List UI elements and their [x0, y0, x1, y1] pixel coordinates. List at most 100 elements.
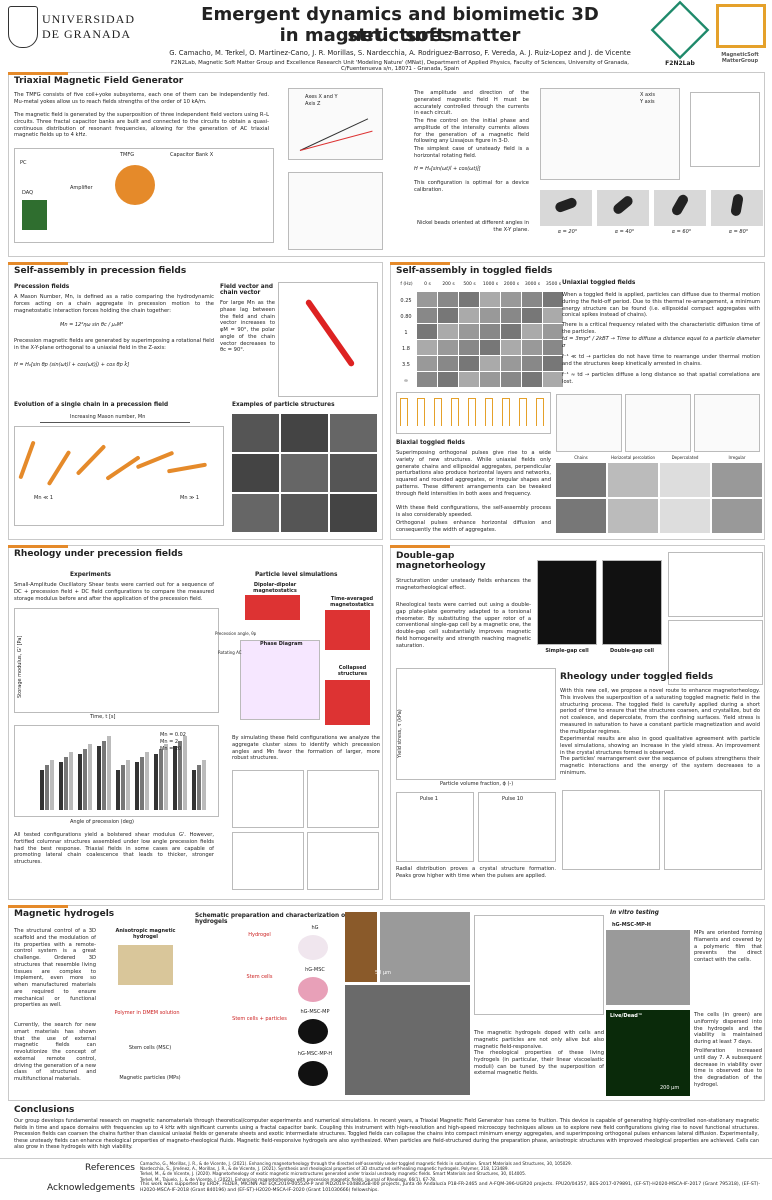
structure-image — [281, 454, 328, 492]
paragraph: Structuration under unsteady fields enha… — [396, 578, 531, 591]
sem-image — [380, 912, 470, 982]
paragraph: Currently, the search for new smart mate… — [14, 1022, 96, 1082]
table-image — [480, 308, 500, 323]
reference: Terkel, M., & de Vicente, J. (2020). Mag… — [140, 1171, 527, 1177]
table-image — [480, 324, 500, 339]
plot — [307, 770, 379, 828]
bar — [202, 760, 206, 810]
paragraph: The TMFG consists of five coil+yoke subs… — [14, 92, 269, 105]
sem-image — [345, 985, 470, 1095]
table-image — [543, 356, 563, 371]
table-image — [522, 356, 542, 371]
section-title: Conclusions — [14, 1105, 75, 1115]
table-image — [438, 324, 458, 339]
axis-label: Angle of precession (deg) — [70, 819, 134, 825]
table-image — [417, 308, 437, 323]
table-image — [438, 308, 458, 323]
pulse — [468, 398, 476, 426]
paragraph: With these field configurations, the sel… — [396, 505, 551, 518]
university-name: DE GRANADA — [42, 27, 131, 41]
pulse — [485, 398, 493, 426]
legend-label: Axis Z — [305, 101, 321, 107]
pulse — [451, 398, 459, 426]
field-diagram — [690, 92, 760, 167]
structure-image — [232, 494, 279, 532]
sample-label: hG-MSC-MP-H — [297, 1051, 333, 1057]
poster-title: Emergent dynamics and biomimetic 3D stru… — [201, 4, 599, 46]
structure-image — [556, 499, 606, 533]
sample-label: hG-MSC-MP — [300, 1009, 330, 1015]
bar — [154, 754, 158, 810]
chain-diagram — [278, 282, 378, 397]
bar — [59, 762, 63, 810]
label: Increasing Mason number, Mn — [70, 414, 146, 420]
pulse — [536, 398, 544, 426]
paragraph: The magnetic hydrogels doped with cells … — [474, 1030, 604, 1050]
label: Time-averaged magnetostatics — [330, 596, 374, 608]
bar — [102, 741, 106, 810]
table-image — [480, 356, 500, 371]
table-row-label: 1 — [404, 330, 408, 336]
table-image — [522, 292, 542, 307]
bar — [50, 760, 54, 810]
label: Collapsed structures — [337, 665, 368, 677]
plot — [625, 394, 691, 452]
paragraph: td = 3πησ³ / 2kBT → Time to diffuse a di… — [562, 336, 760, 349]
bar — [40, 770, 44, 810]
label: Mn ≫ 1 — [180, 495, 200, 501]
paragraph: The particles' rearrangement over the se… — [560, 756, 760, 776]
table-header: 2000 s — [503, 282, 520, 287]
reference: Camacho, G., Morillas, J. R., & de Vicen… — [140, 1161, 572, 1166]
table-image — [438, 292, 458, 307]
sample-image — [298, 1019, 328, 1044]
bar — [69, 752, 73, 810]
table-row-label: 3.5 — [402, 362, 410, 368]
cell-image — [602, 560, 662, 645]
scale-label: 200 µm — [660, 1085, 680, 1091]
bar — [88, 744, 92, 810]
table-image — [543, 372, 563, 387]
step-label: Hydrogel — [248, 932, 271, 938]
label: Phase Diagram — [260, 641, 303, 647]
paragraph: With this new cell, we propose a novel r… — [560, 688, 760, 735]
table-image — [438, 356, 458, 371]
subtitle: Uniaxial toggled fields — [562, 280, 636, 286]
table-image — [438, 372, 458, 387]
phase-diagram — [240, 640, 320, 720]
legend-label: Mn = 20 — [160, 746, 182, 752]
table-image — [522, 324, 542, 339]
logo-label: F2N2Lab — [665, 60, 695, 67]
structure-image — [608, 463, 658, 497]
sample-image — [298, 977, 328, 1002]
bar — [145, 752, 149, 810]
paragraph: The fine control on the initial phase an… — [414, 118, 529, 145]
table-image — [501, 308, 521, 323]
table-image — [480, 372, 500, 387]
diagram-label: TMFG — [120, 152, 135, 158]
structure-image — [330, 494, 377, 532]
bar — [97, 746, 101, 810]
bar — [173, 746, 177, 810]
angle-label: α = 20° — [557, 229, 578, 235]
plot — [478, 792, 556, 862]
bar — [64, 757, 68, 810]
paragraph: Experimental results are also in good qu… — [560, 736, 760, 756]
plot — [664, 790, 762, 870]
image-label: Live/Dead™ — [610, 1013, 643, 1019]
label: Double-gap cell — [610, 648, 654, 654]
label: Dipolar-dipolar magnetostatics — [253, 582, 297, 594]
legend-label: X axis — [640, 92, 656, 98]
divider — [0, 1158, 772, 1159]
angle-label: α = 60° — [671, 229, 692, 235]
sample-label: hG-MSC — [305, 967, 325, 973]
table-row-label: 0.25 — [400, 298, 412, 304]
table-image — [501, 292, 521, 307]
paragraph: This work was supported by ERDF, FEDER, … — [140, 1182, 760, 1193]
paragraph: The structural control of a 3D scaffold … — [14, 928, 96, 1009]
sim-image — [245, 595, 300, 620]
table-image — [522, 308, 542, 323]
affiliation: F2N2Lab, Magnetic Soft Matter Group and … — [171, 60, 629, 72]
bar — [178, 741, 182, 810]
paragraph: The amplitude and direction of the gener… — [414, 90, 529, 117]
paragraph: For large Mn as the phase lag between th… — [220, 300, 275, 354]
